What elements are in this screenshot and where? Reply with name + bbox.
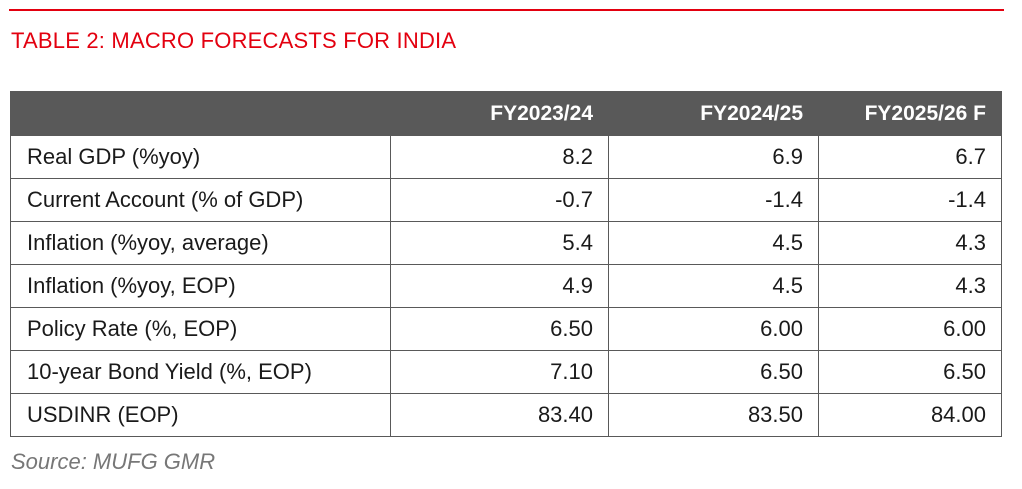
table-cell: 4.3 (818, 264, 1002, 308)
table-cell: 83.50 (608, 393, 819, 437)
column-header-fy2025-26: FY2025/26 F (818, 91, 1002, 136)
table-row: Inflation (%yoy, EOP) 4.9 4.5 4.3 (10, 264, 1002, 308)
table-cell: 4.5 (608, 221, 819, 265)
table-row: Real GDP (%yoy) 8.2 6.9 6.7 (10, 135, 1002, 179)
table-cell: 6.50 (818, 350, 1002, 394)
row-label: Real GDP (%yoy) (10, 135, 391, 179)
table-cell: 6.00 (818, 307, 1002, 351)
row-label: 10-year Bond Yield (%, EOP) (10, 350, 391, 394)
table-cell: 5.4 (390, 221, 609, 265)
table-cell: 6.7 (818, 135, 1002, 179)
table-header-row: FY2023/24 FY2024/25 FY2025/26 F (10, 91, 1002, 136)
table-cell: 6.00 (608, 307, 819, 351)
table-cell: 6.50 (608, 350, 819, 394)
table-cell: 8.2 (390, 135, 609, 179)
table-row: USDINR (EOP) 83.40 83.50 84.00 (10, 393, 1002, 437)
row-label: Inflation (%yoy, average) (10, 221, 391, 265)
table-cell: -1.4 (608, 178, 819, 222)
table-cell: 4.5 (608, 264, 819, 308)
row-label: Policy Rate (%, EOP) (10, 307, 391, 351)
table-cell: 83.40 (390, 393, 609, 437)
source-note: Source: MUFG GMR (11, 449, 216, 474)
table-cell: 4.3 (818, 221, 1002, 265)
table-cell: 4.9 (390, 264, 609, 308)
row-label: Current Account (% of GDP) (10, 178, 391, 222)
table-row: Current Account (% of GDP) -0.7 -1.4 -1.… (10, 178, 1002, 222)
table-cell: 6.9 (608, 135, 819, 179)
column-header-fy2024-25: FY2024/25 (608, 91, 819, 136)
table-row: 10-year Bond Yield (%, EOP) 7.10 6.50 6.… (10, 350, 1002, 394)
row-label: Inflation (%yoy, EOP) (10, 264, 391, 308)
macro-forecast-table: FY2023/24 FY2024/25 FY2025/26 F Real GDP… (10, 91, 1002, 437)
table-cell: 6.50 (390, 307, 609, 351)
top-divider (9, 9, 1004, 11)
table-title: TABLE 2: MACRO FORECASTS FOR INDIA (11, 28, 457, 53)
column-header-fy2023-24: FY2023/24 (390, 91, 609, 136)
row-label: USDINR (EOP) (10, 393, 391, 437)
table-cell: 7.10 (390, 350, 609, 394)
table-row: Inflation (%yoy, average) 5.4 4.5 4.3 (10, 221, 1002, 265)
table-cell: -1.4 (818, 178, 1002, 222)
column-header-label (10, 91, 391, 136)
table-cell: 84.00 (818, 393, 1002, 437)
table-row: Policy Rate (%, EOP) 6.50 6.00 6.00 (10, 307, 1002, 351)
table-cell: -0.7 (390, 178, 609, 222)
